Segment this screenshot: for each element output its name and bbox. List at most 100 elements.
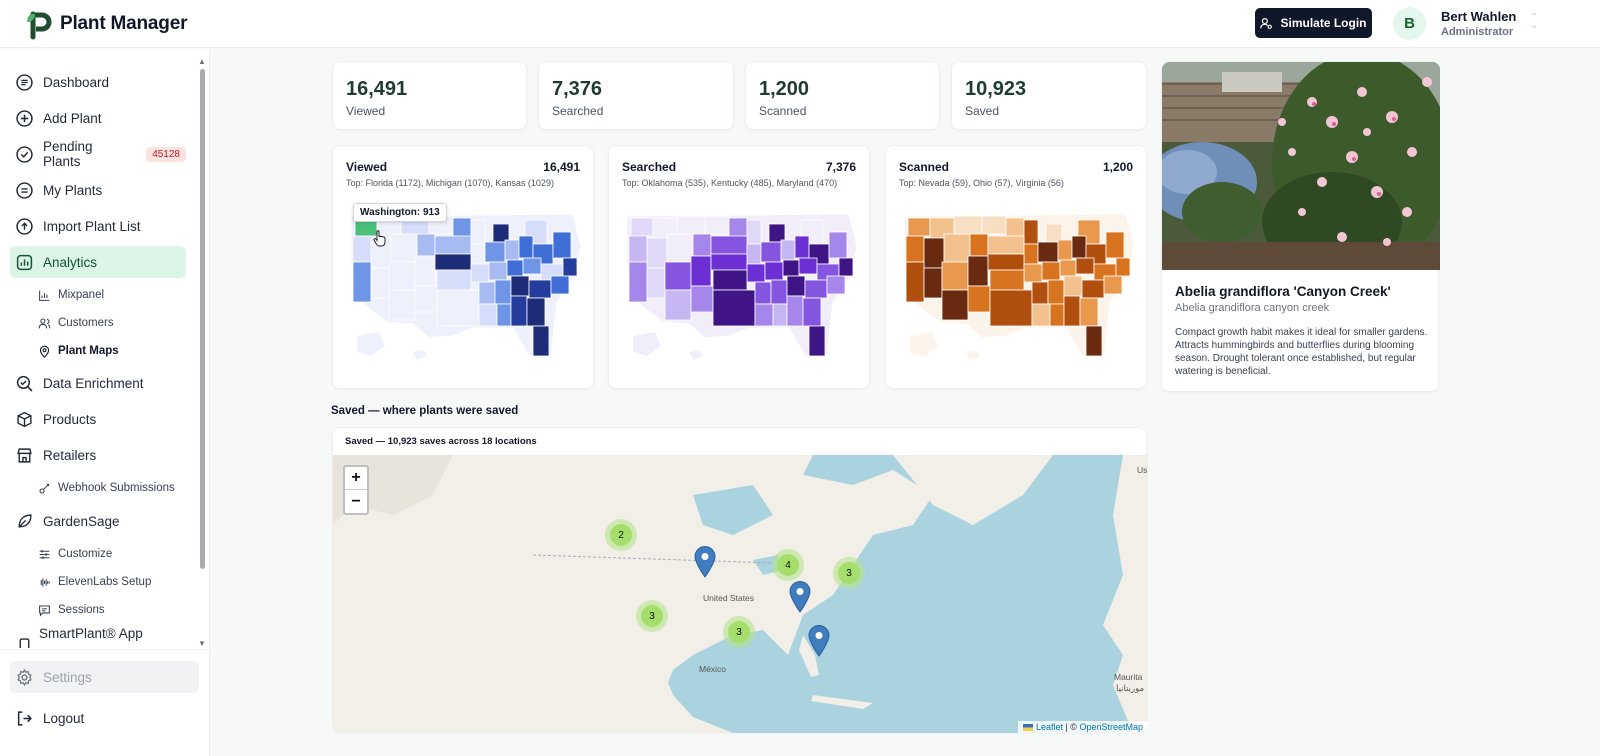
- state-region[interactable]: [436, 269, 472, 291]
- sidebar-item-products[interactable]: Products: [10, 403, 186, 435]
- state-region[interactable]: [504, 239, 520, 261]
- sidebar-item-my-plants[interactable]: My Plants: [10, 174, 186, 206]
- app-logo[interactable]: Plant Manager: [24, 8, 187, 40]
- sidebar-item-data-enrichment[interactable]: Data Enrichment: [10, 367, 186, 399]
- state-region[interactable]: [794, 235, 810, 259]
- sidebar-item-dashboard[interactable]: Dashboard: [10, 66, 186, 98]
- state-region[interactable]: [943, 233, 971, 263]
- state-region[interactable]: [664, 261, 692, 291]
- state-region-alaska[interactable]: [910, 332, 938, 356]
- state-region[interactable]: [1081, 279, 1105, 299]
- state-region[interactable]: [510, 295, 528, 327]
- state-region[interactable]: [470, 243, 486, 265]
- marker-cluster[interactable]: 3: [723, 616, 755, 648]
- state-region[interactable]: [522, 257, 542, 275]
- state-region[interactable]: [1023, 243, 1039, 265]
- state-region[interactable]: [905, 261, 925, 303]
- us-choropleth-map[interactable]: [896, 206, 1138, 366]
- state-region[interactable]: [754, 303, 774, 327]
- state-region[interactable]: [414, 255, 436, 287]
- plant-detail-card[interactable]: Abelia grandiflora 'Canyon Creek' Abelia…: [1161, 61, 1440, 392]
- state-region[interactable]: [770, 279, 788, 305]
- state-region[interactable]: [414, 285, 438, 313]
- state-region[interactable]: [666, 233, 694, 263]
- state-region[interactable]: [352, 235, 372, 263]
- state-region[interactable]: [1047, 279, 1065, 305]
- state-region[interactable]: [764, 261, 784, 281]
- state-region[interactable]: [987, 253, 1025, 271]
- map-pin-marker-icon[interactable]: [808, 625, 830, 657]
- state-region[interactable]: [969, 233, 989, 257]
- sidebar-subitem-elevenlabs-setup[interactable]: ElevenLabs Setup: [38, 570, 151, 594]
- state-region[interactable]: [690, 285, 714, 313]
- marker-cluster[interactable]: 3: [833, 557, 865, 589]
- state-region[interactable]: [630, 217, 654, 237]
- state-region[interactable]: [760, 241, 782, 263]
- state-region[interactable]: [1103, 275, 1123, 295]
- state-region[interactable]: [989, 269, 1025, 291]
- state-region[interactable]: [488, 261, 508, 281]
- state-region[interactable]: [804, 279, 828, 299]
- state-region-hawaii[interactable]: [966, 350, 980, 360]
- avatar[interactable]: B: [1393, 7, 1426, 40]
- state-region[interactable]: [826, 275, 846, 295]
- state-region[interactable]: [416, 233, 436, 257]
- state-region[interactable]: [754, 281, 772, 305]
- state-region[interactable]: [712, 289, 756, 327]
- state-region[interactable]: [484, 241, 506, 263]
- scroll-up-arrow-icon[interactable]: ▲: [198, 57, 206, 66]
- state-region[interactable]: [510, 275, 530, 297]
- state-region[interactable]: [388, 289, 416, 321]
- scroll-down-arrow-icon[interactable]: ▼: [198, 639, 206, 648]
- state-region[interactable]: [526, 297, 546, 327]
- state-region[interactable]: [798, 257, 818, 275]
- us-choropleth-map[interactable]: [619, 206, 861, 366]
- state-region[interactable]: [967, 255, 989, 287]
- state-region[interactable]: [989, 289, 1033, 327]
- sidebar-item-add-plant[interactable]: Add Plant: [10, 102, 186, 134]
- sidebar-scrollbar[interactable]: [200, 69, 205, 569]
- state-region[interactable]: [676, 215, 706, 235]
- state-region[interactable]: [690, 255, 712, 287]
- state-region[interactable]: [1063, 295, 1081, 327]
- state-region-hawaii[interactable]: [413, 350, 427, 360]
- state-region[interactable]: [692, 233, 712, 257]
- state-region[interactable]: [802, 297, 822, 327]
- sidebar-subitem-customize[interactable]: Customize: [38, 542, 112, 566]
- state-region-alaska[interactable]: [633, 332, 661, 356]
- state-region[interactable]: [352, 261, 372, 303]
- state-region[interactable]: [923, 267, 943, 299]
- sidebar-subitem-plant-maps[interactable]: Plant Maps: [38, 339, 119, 363]
- state-region[interactable]: [786, 295, 804, 327]
- state-region[interactable]: [492, 223, 510, 243]
- state-region[interactable]: [470, 263, 490, 283]
- state-region[interactable]: [1023, 219, 1039, 245]
- state-region[interactable]: [704, 215, 730, 235]
- state-region[interactable]: [768, 223, 786, 243]
- state-region[interactable]: [664, 289, 692, 321]
- state-region[interactable]: [1105, 231, 1125, 259]
- sidebar-item-settings[interactable]: Settings: [10, 661, 199, 693]
- state-region[interactable]: [1037, 241, 1059, 263]
- state-region[interactable]: [828, 231, 848, 259]
- state-region[interactable]: [1049, 303, 1065, 327]
- marker-cluster[interactable]: 2: [605, 519, 637, 551]
- state-region[interactable]: [496, 303, 512, 327]
- state-region[interactable]: [746, 263, 766, 283]
- state-region[interactable]: [1057, 239, 1073, 261]
- state-region[interactable]: [552, 231, 572, 259]
- state-region[interactable]: [628, 261, 648, 303]
- state-region[interactable]: [923, 237, 945, 269]
- state-region[interactable]: [1031, 303, 1051, 327]
- sidebar-subitem-webhook-submissions[interactable]: Webhook Submissions: [38, 476, 175, 500]
- sidebar-subitem-mixpanel[interactable]: Mixpanel: [38, 283, 104, 307]
- state-region[interactable]: [562, 257, 578, 277]
- state-region[interactable]: [780, 239, 796, 261]
- simulate-login-button[interactable]: Simulate Login: [1255, 8, 1372, 38]
- state-region[interactable]: [470, 219, 486, 245]
- state-region[interactable]: [746, 219, 762, 245]
- map-pin-marker-icon[interactable]: [694, 546, 716, 578]
- sidebar-item-logout[interactable]: Logout: [10, 702, 84, 734]
- state-region[interactable]: [436, 289, 480, 327]
- state-region[interactable]: [1023, 263, 1043, 283]
